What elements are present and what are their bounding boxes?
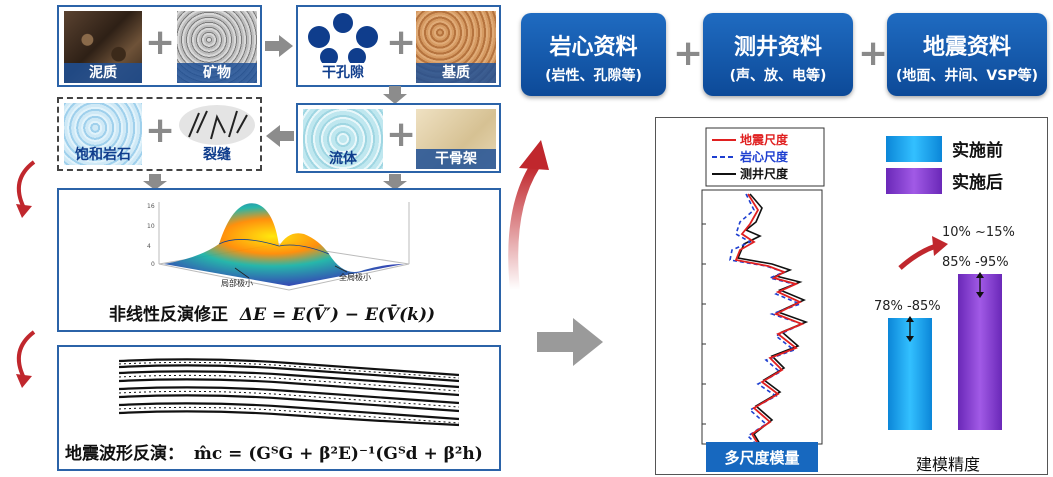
mineral-tile: 矿物 <box>177 11 257 83</box>
fracture-tile: 裂缝 <box>177 103 257 165</box>
clay-label: 泥质 <box>64 63 142 83</box>
plus-icon: + <box>145 22 176 63</box>
fracture-icon <box>179 105 255 145</box>
arrow-right-big-icon <box>537 318 603 366</box>
waveform-inversion-panel: 地震波形反演： m̂c = (GᵀG + β²E)⁻¹(Gᵀd + β²h) <box>57 345 501 471</box>
saturated-fracture-panel: 饱和岩石 + 裂缝 <box>57 97 262 171</box>
fluid-label: 流体 <box>329 151 357 167</box>
waveform-formula: m̂c = (GᵀG + β²E)⁻¹(Gᵀd + β²h) <box>193 444 483 464</box>
before-range-label: 78% -85% <box>874 299 941 314</box>
pore-label: 干孔隙 <box>322 65 364 81</box>
arrow-down-icon <box>383 174 407 190</box>
data-source-log: 测井资料 (声、放、电等) <box>703 13 853 96</box>
plus-icon: + <box>858 33 889 74</box>
clay-mineral-panel: 泥质 + 矿物 <box>57 5 262 87</box>
arrow-right-icon <box>265 35 293 57</box>
matrix-tile: 基质 <box>416 11 496 83</box>
waveform-formula-row: 地震波形反演： m̂c = (GᵀG + β²E)⁻¹(Gᵀd + β²h) <box>65 439 483 464</box>
error-surface-plot: 16 10 4 0 局部极小 全局极小 <box>147 202 410 291</box>
arrow-down-icon <box>383 86 407 104</box>
plus-icon: + <box>145 110 176 151</box>
pore-icon <box>308 13 378 66</box>
pore-matrix-panel: 干孔隙 + 基质 <box>296 5 501 87</box>
global-min-label: 全局极小 <box>339 272 371 282</box>
saturated-rock-label: 饱和岩石 <box>75 147 131 163</box>
local-min-label: 局部极小 <box>221 278 253 288</box>
legend-log: 测井尺度 <box>740 166 789 181</box>
legend-core: 岩心尺度 <box>739 149 789 164</box>
svg-text:0: 0 <box>151 261 155 268</box>
curved-red-arrow-up-icon <box>508 140 549 290</box>
waveform-label: 地震波形反演： <box>65 444 184 464</box>
data-source-subtitle: (声、放、电等) <box>729 68 827 84</box>
data-source-title: 测井资料 <box>733 35 822 60</box>
arrow-down-icon <box>143 174 167 190</box>
saturated-rock-tile: 饱和岩石 <box>64 103 142 165</box>
dry-frame-tile: 干骨架 <box>416 109 496 169</box>
svg-text:16: 16 <box>147 203 155 210</box>
dry-frame-label: 干骨架 <box>416 149 496 169</box>
legend-before: 实施前 <box>952 140 1003 161</box>
seismic-section-image <box>119 353 459 429</box>
legend-after: 实施后 <box>952 172 1003 193</box>
mineral-label: 矿物 <box>177 63 257 83</box>
nonlinear-formula-row: 非线性反演修正 ΔE = E(V̄′) − E(V̄(k)) <box>109 300 435 325</box>
nonlinear-inversion-panel: 16 10 4 0 局部极小 全局极小 非线性反演修正 ΔE = E(V̄′) … <box>57 188 501 332</box>
fluid-tile: 流体 <box>303 109 383 169</box>
svg-text:10: 10 <box>147 223 155 230</box>
multiscale-modulus-plot: 地震尺度 岩心尺度 测井尺度 多尺度模量 <box>701 127 825 472</box>
after-range-label: 85% -95% <box>942 255 1009 270</box>
plus-icon: + <box>386 114 417 155</box>
accuracy-chart: 实施前 实施后 10% ~15% 85% -95% 78% -85% 建模精度 <box>874 136 1015 474</box>
matrix-label: 基质 <box>416 63 496 83</box>
data-source-title: 地震资料 <box>922 35 1011 60</box>
clay-tile: 泥质 <box>64 11 142 83</box>
nonlinear-formula: ΔE = E(V̄′) − E(V̄(k)) <box>239 305 436 325</box>
plus-icon: + <box>673 33 704 74</box>
multiscale-caption: 多尺度模量 <box>724 449 799 467</box>
nonlinear-label: 非线性反演修正 <box>109 305 228 325</box>
improvement-label: 10% ~15% <box>942 225 1015 240</box>
curved-red-arrow-icon <box>16 330 36 388</box>
data-source-title: 岩心资料 <box>549 35 638 60</box>
data-source-subtitle: (岩性、孔隙等) <box>545 68 642 84</box>
svg-text:4: 4 <box>147 243 151 250</box>
arrow-left-icon <box>266 125 294 147</box>
accuracy-caption: 建模精度 <box>916 455 980 474</box>
bar-after <box>958 274 1002 430</box>
fracture-label: 裂缝 <box>203 147 231 163</box>
plus-icon: + <box>386 22 417 63</box>
pore-tile: 干孔隙 <box>303 11 383 83</box>
data-source-subtitle: (地面、井间、VSP等) <box>896 68 1038 84</box>
data-source-seismic: 地震资料 (地面、井间、VSP等) <box>887 13 1047 96</box>
curved-red-arrow-icon <box>16 160 36 218</box>
legend-seismic: 地震尺度 <box>740 132 789 147</box>
fluid-frame-panel: 流体 + 干骨架 <box>296 103 501 173</box>
data-source-core: 岩心资料 (岩性、孔隙等) <box>521 13 666 96</box>
